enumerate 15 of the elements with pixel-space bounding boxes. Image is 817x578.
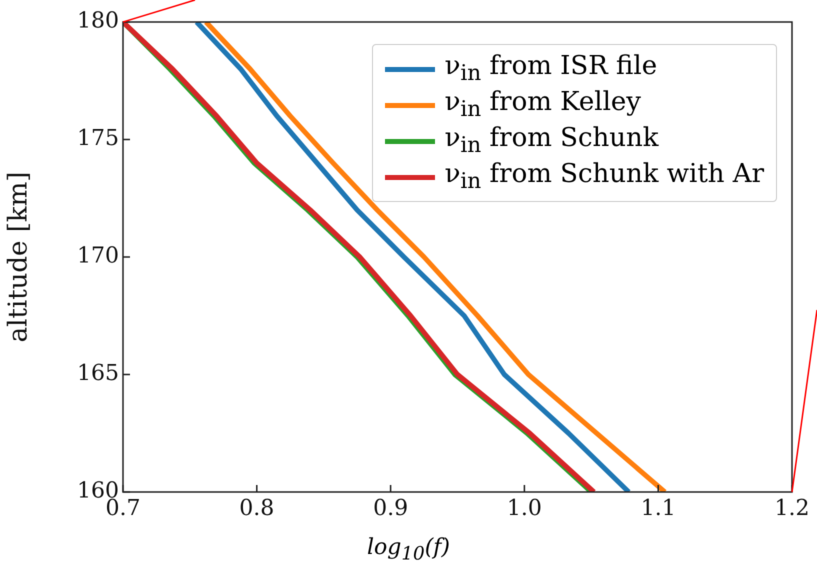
x-tick-label: 1.0: [506, 496, 542, 521]
y-axis-title: altitude [km]: [3, 172, 34, 342]
x-axis-title: log$_{10}$(f): [366, 535, 451, 564]
legend-label: ν$_{in}$ from Schunk: [444, 123, 659, 159]
legend-label: ν$_{in}$ from Schunk with Ar: [444, 159, 764, 195]
x-tick-label: 1.2: [774, 496, 810, 521]
y-tick-label: 165: [77, 361, 119, 386]
y-tick-label: 175: [77, 126, 119, 152]
y-tick-label: 180: [77, 8, 119, 34]
x-tick-label: 0.9: [373, 496, 408, 521]
x-tick-label: 1.1: [640, 496, 676, 521]
legend-label: ν$_{in}$ from ISR file: [444, 51, 658, 87]
x-tick-label: 0.8: [239, 496, 274, 521]
y-tick-label: 170: [77, 244, 119, 269]
legend-label: ν$_{in}$ from Kelley: [444, 87, 641, 123]
